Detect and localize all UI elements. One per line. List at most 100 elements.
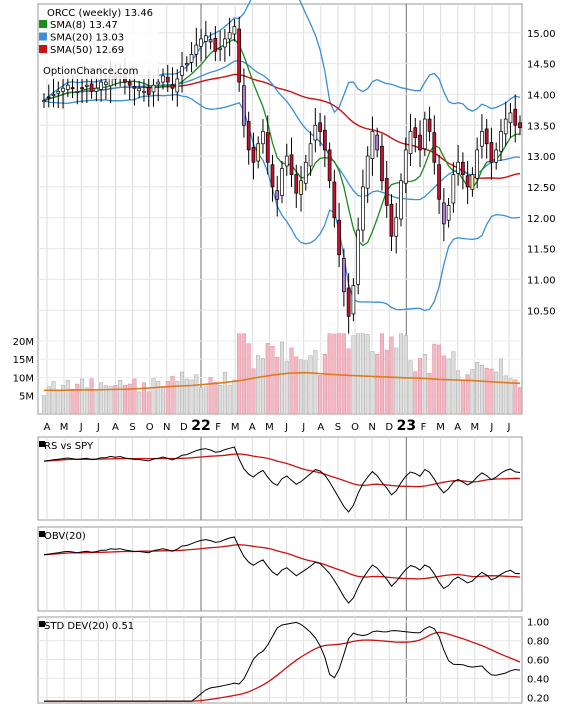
candle-body [408, 131, 413, 154]
candle-body [418, 134, 422, 151]
candle-body [42, 100, 46, 103]
candle-body [370, 131, 375, 159]
volume-bar [41, 395, 47, 415]
bollinger-lower-line [43, 93, 521, 312]
price-tick-label: 14.50 [527, 60, 556, 71]
candle-body [104, 81, 108, 85]
price-tick-label: 12.00 [527, 214, 556, 225]
candle-body [94, 87, 99, 92]
candle-body [441, 202, 446, 225]
volume-bar [379, 333, 384, 415]
candle-body [403, 149, 408, 184]
candle-body [489, 142, 494, 163]
volume-bar [251, 368, 256, 415]
volume-bar [232, 379, 237, 415]
candle-body [261, 131, 265, 145]
volume-bar [279, 341, 285, 415]
x-tick-label: O [146, 422, 154, 433]
candle-body [137, 87, 142, 92]
candle-body [213, 37, 218, 52]
volume-bar [51, 381, 56, 415]
candle-body [84, 84, 89, 87]
volume-bar [260, 358, 265, 415]
candle-body [289, 154, 294, 175]
x-tick-label: N [368, 422, 375, 433]
x-tick-label: A [454, 422, 461, 433]
volume-bar [218, 385, 223, 415]
rs-ma-line [43, 453, 521, 488]
volume-bar [146, 391, 151, 415]
candle-body [427, 118, 432, 132]
volume-tick-label: 10M [13, 373, 34, 384]
x-tick-label: F [215, 422, 221, 433]
candle-body [361, 186, 365, 231]
volume-bar [127, 383, 132, 415]
candle-body [46, 96, 51, 99]
x-tick-label: J [79, 422, 83, 433]
candle-body [227, 32, 232, 40]
candle-body [446, 205, 451, 221]
candle-body [89, 83, 94, 92]
volume-bar [489, 368, 494, 415]
chart-title: ORCC (weekly) 13.46 [47, 8, 153, 19]
volume-bar [484, 367, 489, 415]
rs-panel-label: RS vs SPY [44, 441, 94, 452]
candle-body [422, 118, 427, 150]
volume-bar [341, 333, 346, 415]
obv-line [43, 536, 521, 604]
rs-legend-swatch [39, 441, 45, 447]
candle-body [170, 84, 175, 89]
volume-bar [137, 391, 142, 415]
volume-bar [160, 386, 166, 415]
volume-bar [194, 374, 199, 415]
volume-bar [294, 356, 299, 415]
candle-body [461, 161, 465, 175]
volume-bar [418, 358, 423, 415]
candle-body [237, 28, 242, 83]
volume-bar [199, 387, 204, 415]
candle-body [384, 177, 389, 206]
x-tick-label: A [44, 422, 51, 433]
x-tick-label: A [317, 422, 324, 433]
volume-bar [80, 378, 85, 415]
stddev-tick-label: 1.00 [527, 618, 549, 629]
volume-bar [65, 379, 70, 415]
volume-bar [465, 374, 470, 415]
volume-bar [89, 378, 94, 415]
candle-body [246, 121, 251, 151]
x-tick-label: 22 [191, 418, 210, 434]
candle-body [70, 87, 75, 90]
price-tick-label: 14.00 [527, 90, 556, 101]
candle-body [80, 87, 84, 90]
candle-body [280, 168, 284, 196]
candle-body [513, 108, 518, 126]
volume-bar [237, 333, 242, 415]
x-tick-label: S [335, 422, 341, 433]
volume-bar [256, 355, 261, 415]
candle-body [51, 94, 56, 96]
candle-body [356, 229, 361, 285]
candle-body [75, 90, 80, 93]
volume-bar [441, 355, 446, 415]
volume-bar [413, 371, 418, 415]
volume-bar [151, 378, 156, 415]
stddev-line [44, 621, 521, 702]
volume-bar [189, 379, 194, 415]
candle-body [161, 75, 165, 83]
candle-body [308, 143, 313, 167]
volume-bar [56, 390, 61, 415]
volume-bar [403, 335, 408, 415]
candle-body [251, 147, 256, 163]
candle-body [499, 131, 503, 152]
candle-body [165, 76, 170, 83]
volume-bar [113, 385, 118, 415]
candle-body [451, 174, 456, 204]
volume-tick-label: 20M [13, 337, 34, 348]
x-tick-label: A [112, 422, 119, 433]
volume-bar [284, 360, 289, 415]
price-tick-label: 11.50 [527, 245, 556, 256]
volume-bar [70, 388, 75, 415]
volume-tick-label: 5M [19, 392, 34, 403]
stddev-tick-label: 0.20 [527, 693, 549, 704]
